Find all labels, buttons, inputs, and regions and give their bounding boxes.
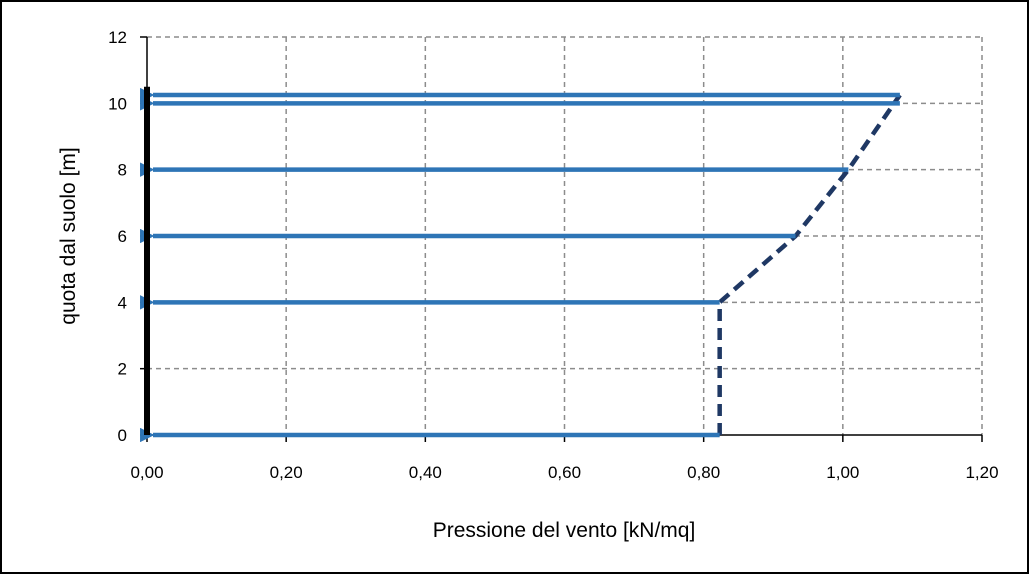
x-tick-label: 0,80 <box>687 463 720 482</box>
y-tick-label: 12 <box>108 28 127 47</box>
x-tick-label: 0,00 <box>130 463 163 482</box>
y-tick-label: 8 <box>118 161 127 180</box>
y-tick-label: 4 <box>118 293 127 312</box>
x-tick-label: 1,20 <box>965 463 998 482</box>
x-tick-label: 0,40 <box>409 463 442 482</box>
x-tick-label: 1,00 <box>826 463 859 482</box>
tick-labels: 0,00 0,20 0,40 0,60 0,80 1,00 1,20 0 2 4 6 8 10 12 <box>108 28 998 482</box>
series <box>140 86 902 443</box>
x-tick-label: 0,60 <box>548 463 581 482</box>
y-tick-label: 10 <box>108 94 127 113</box>
y-axis-title: quota dal suolo [m] <box>57 147 80 324</box>
y-tick-label: 6 <box>118 227 127 246</box>
y-tick-label: 2 <box>118 360 127 379</box>
x-axis-title: Pressione del vento [kN/mq] <box>433 519 696 542</box>
x-tick-label: 0,20 <box>270 463 303 482</box>
y-tick-label: 0 <box>118 426 127 445</box>
